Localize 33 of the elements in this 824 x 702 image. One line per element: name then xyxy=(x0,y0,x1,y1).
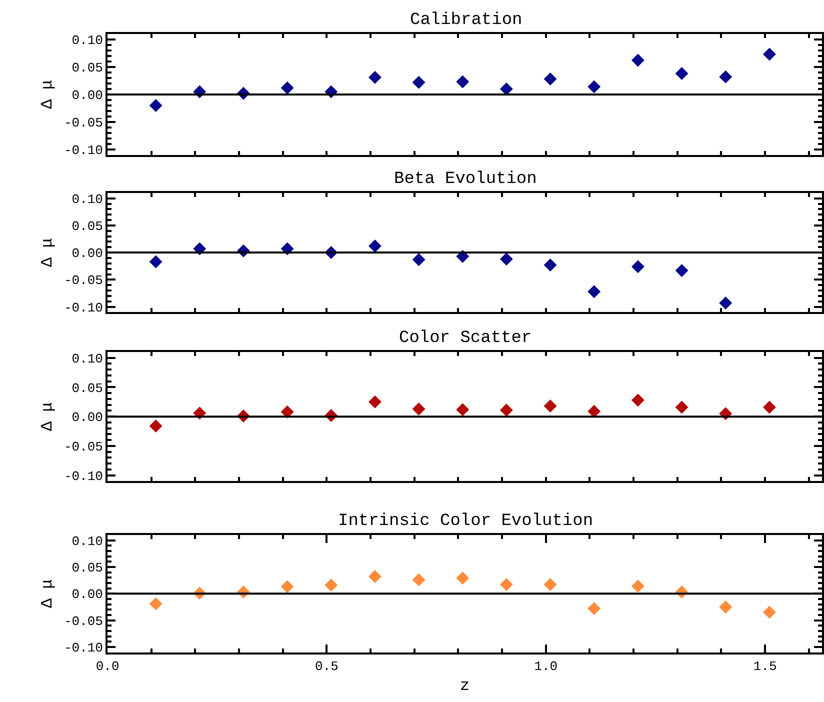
x-tick-label: 0.5 xyxy=(315,658,338,674)
y-tick-label: 0.00 xyxy=(72,587,103,602)
y-tick-label: 0.10 xyxy=(72,351,103,366)
y-tick-label: 0.10 xyxy=(72,534,103,549)
chart-title: Beta Evolution xyxy=(394,170,537,189)
chart-title: Calibration xyxy=(410,11,522,30)
y-tick-label: 0.10 xyxy=(72,32,103,48)
y-tick-label: 0.00 xyxy=(72,410,103,426)
y-tick-label: 0.00 xyxy=(72,246,103,262)
y-axis-title: Δ μ xyxy=(38,238,56,267)
y-tick-label: 0.05 xyxy=(72,380,103,396)
y-tick-label: -0.10 xyxy=(64,468,103,484)
y-tick-label: -0.05 xyxy=(64,273,103,288)
y-tick-label: -0.10 xyxy=(64,640,103,656)
y-tick-label: -0.05 xyxy=(64,116,103,131)
x-axis-title: z xyxy=(460,677,470,696)
y-tick-label: -0.10 xyxy=(64,143,103,158)
y-tick-label: 0.00 xyxy=(72,88,103,104)
chart-title: Intrinsic Color Evolution xyxy=(338,512,594,531)
x-tick-label: 0.0 xyxy=(96,658,120,674)
y-tick-label: -0.05 xyxy=(64,614,103,629)
y-tick-label: 0.05 xyxy=(72,218,103,234)
x-tick-label: 1.0 xyxy=(534,658,558,674)
y-tick-label: 0.05 xyxy=(72,560,103,576)
y-tick-label: 0.05 xyxy=(72,60,103,76)
y-tick-label: -0.10 xyxy=(64,300,103,316)
y-axis-title: Δ μ xyxy=(38,80,56,109)
y-axis-title: Δ μ xyxy=(38,402,56,432)
chart-title: Color Scatter xyxy=(399,329,532,348)
x-tick-label: 1.5 xyxy=(753,658,777,674)
y-axis-title: Δ μ xyxy=(38,579,56,608)
y-tick-label: -0.05 xyxy=(64,440,103,455)
y-tick-label: 0.10 xyxy=(72,192,103,207)
